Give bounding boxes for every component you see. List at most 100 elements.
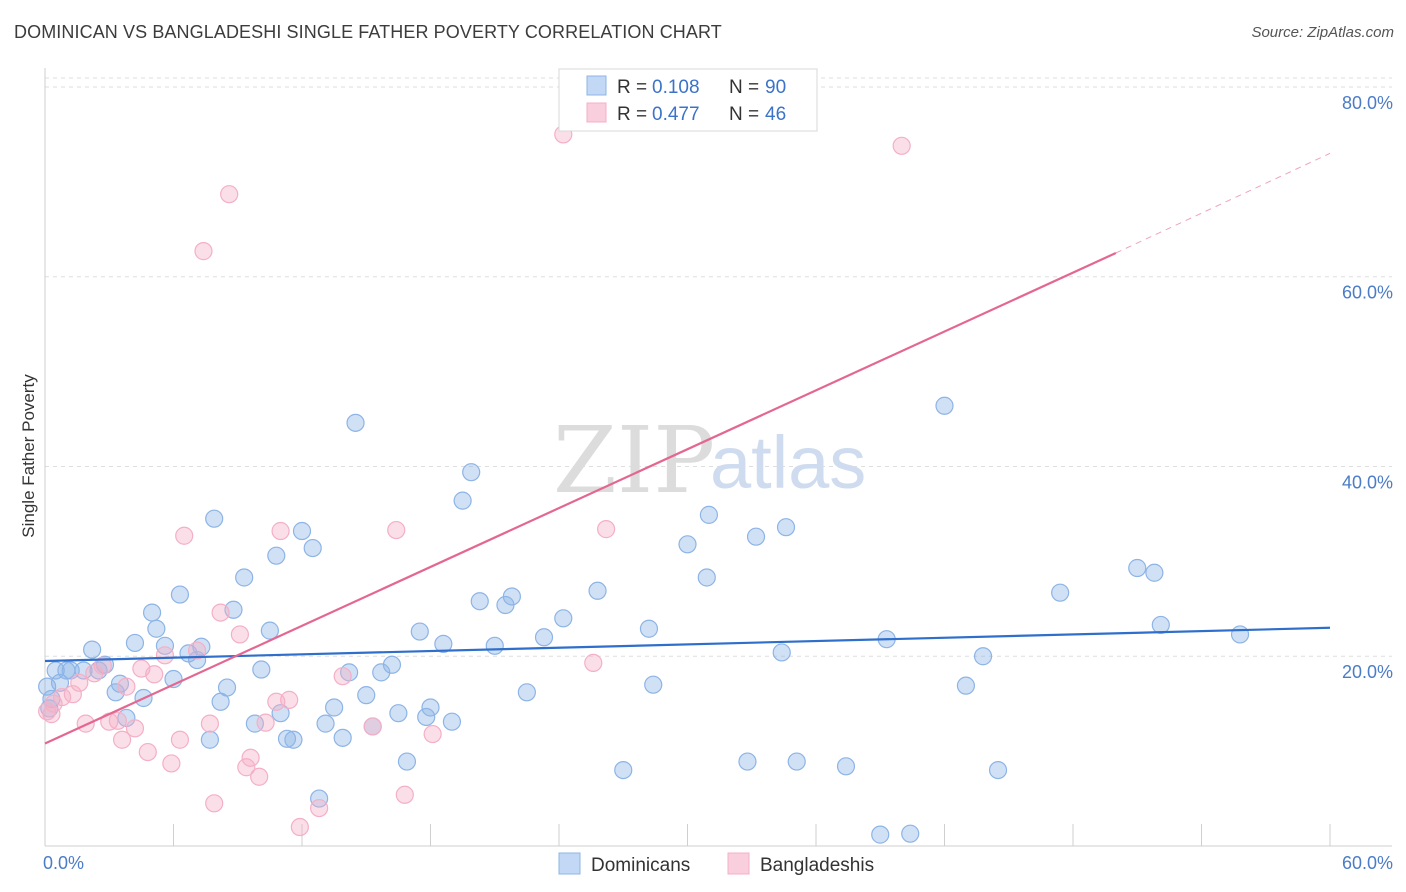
- dominican-point-34: [284, 730, 303, 749]
- chart-title: DOMINICAN VS BANGLADESHI SINGLE FATHER P…: [14, 22, 722, 42]
- bottom-legend-swatch-dominicans: [558, 852, 581, 875]
- bangladeshi-point-6: [93, 656, 112, 675]
- bangladeshi-point-32: [280, 690, 299, 709]
- watermark-zip: ZIP: [553, 407, 715, 514]
- dominican-point-16: [155, 636, 175, 655]
- dominican-point-30: [260, 621, 279, 640]
- dominican-point-59: [502, 587, 521, 606]
- bangladeshi-point-2: [53, 687, 72, 707]
- bangladeshi-point-25: [230, 625, 249, 644]
- x-tick-label-1: 60.0%: [1342, 853, 1393, 873]
- dominican-point-63: [588, 581, 607, 600]
- watermark: ZIP atlas: [553, 407, 866, 514]
- dominican-point-65: [639, 619, 659, 638]
- dominican-point-62: [554, 609, 573, 628]
- bangladeshi-point-4: [76, 714, 95, 733]
- dominican-point-48: [397, 752, 417, 771]
- bangladeshi-point-8: [108, 711, 127, 730]
- bangladeshi-point-20: [194, 242, 213, 261]
- legend-n-value-2: 46: [765, 104, 786, 125]
- bangladeshi-point-31: [271, 521, 290, 541]
- dominican-point-40: [333, 728, 352, 747]
- dominican-point-69: [699, 505, 719, 524]
- bangladeshi-point-38: [395, 785, 414, 804]
- legend-n-label-2: N =: [729, 104, 759, 125]
- dominican-point-27: [235, 568, 254, 587]
- bangladeshi-point-41: [584, 653, 603, 672]
- dominican-point-23: [205, 509, 224, 528]
- dominican-point-35: [292, 521, 312, 541]
- bangladeshi-point-27: [241, 748, 260, 767]
- bangladeshi-point-29: [256, 713, 275, 732]
- legend-r-label-2: R =: [617, 104, 647, 125]
- dominican-point-67: [678, 535, 697, 554]
- bangladeshi-point-10: [117, 677, 136, 696]
- dominican-point-76: [871, 825, 890, 844]
- legend-n-label-1: N =: [729, 77, 759, 98]
- bangladeshi-point-39: [423, 724, 442, 744]
- source-label: Source: ZipAtlas.com: [1251, 24, 1394, 41]
- dominican-point-74: [787, 752, 806, 771]
- legend-swatch-bangladeshis: [586, 102, 607, 123]
- dominican-point-55: [462, 463, 481, 482]
- dominican-point-80: [956, 676, 976, 695]
- dominican-point-18: [170, 585, 190, 604]
- dominican-point-73: [776, 518, 796, 537]
- trend-lines: [44, 152, 1331, 745]
- y-tick-label-3: 80.0%: [1342, 93, 1393, 113]
- bangladeshi-point-14: [145, 665, 164, 684]
- dominican-point-83: [1051, 583, 1070, 602]
- dominican-point-39: [325, 698, 344, 717]
- watermark-atlas: atlas: [710, 421, 866, 504]
- dominican-point-22: [200, 730, 220, 749]
- bangladeshi-point-43: [892, 136, 911, 155]
- bottom-legend-swatch-bangladeshis: [727, 852, 750, 875]
- y-tick-label-1: 40.0%: [1342, 472, 1393, 492]
- dominican-point-88: [38, 677, 57, 696]
- bangladeshi-point-26: [237, 758, 256, 777]
- dominican-point-46: [382, 655, 402, 674]
- dominican-point-54: [453, 491, 472, 510]
- bangladeshi-point-23: [211, 603, 230, 622]
- bangladeshi-point-33: [290, 817, 309, 837]
- dominican-point-86: [1151, 615, 1170, 635]
- bangladeshi-point-22: [205, 794, 224, 813]
- dominican-point-82: [988, 760, 1008, 780]
- dominican-point-70: [738, 752, 757, 771]
- bangladeshi-point-11: [125, 719, 145, 738]
- dominican-point-87: [1230, 625, 1250, 644]
- bangladeshi-point-16: [162, 754, 181, 773]
- legend-n-value-1: 90: [765, 77, 786, 98]
- bangladeshi-point-36: [363, 717, 382, 736]
- dominican-point-66: [644, 675, 663, 694]
- bangladeshi-point-34: [310, 798, 329, 818]
- bangladeshi-point-15: [155, 646, 175, 665]
- dominican-point-50: [417, 707, 436, 727]
- dominican-point-81: [973, 647, 993, 666]
- dominican-trend-line: [44, 626, 1331, 663]
- dominican-point-84: [1128, 558, 1147, 578]
- dominican-point-42: [346, 413, 365, 432]
- dominican-point-12: [125, 633, 145, 653]
- bangladeshi-point-13: [138, 742, 157, 762]
- bangladeshi-point-9: [112, 730, 132, 749]
- x-tick-labels: 0.0% 60.0%: [43, 853, 1393, 873]
- dominican-point-37: [310, 789, 329, 808]
- dominican-point-52: [434, 634, 453, 654]
- dominican-point-51: [421, 698, 440, 717]
- dominican-point-33: [277, 729, 297, 748]
- dominican-point-14: [142, 603, 162, 622]
- y-axis-label: Single Father Poverty: [19, 374, 38, 538]
- bottom-legend-dominicans: Dominicans: [591, 855, 690, 876]
- dominican-point-60: [517, 683, 536, 702]
- bangladeshi-point-19: [187, 641, 207, 660]
- dominican-point-72: [772, 643, 791, 662]
- bangladeshi-point-18: [175, 526, 194, 545]
- dominican-point-43: [357, 686, 376, 705]
- dominican-point-79: [935, 396, 954, 415]
- dominican-point-15: [147, 619, 166, 638]
- bangladeshi-point-35: [333, 667, 352, 686]
- dominican-point-9: [106, 683, 125, 702]
- dominican-point-57: [485, 636, 504, 655]
- dominican-point-53: [442, 712, 462, 731]
